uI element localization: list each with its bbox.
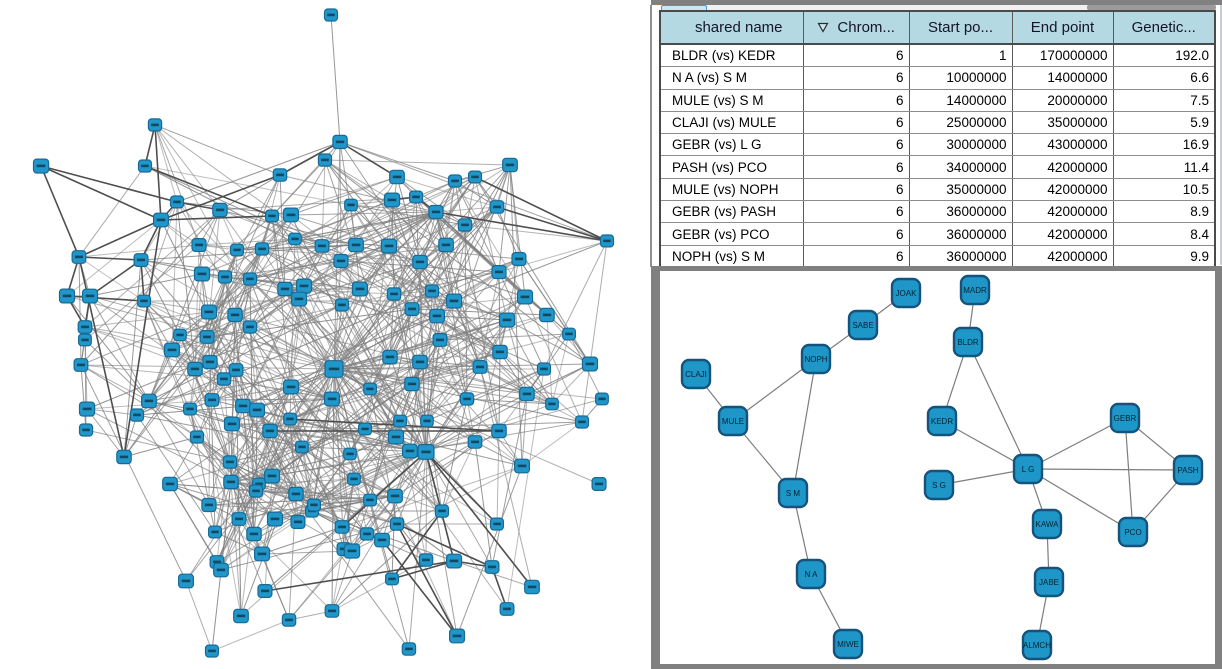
svg-text:NOPH: NOPH	[804, 355, 827, 364]
svg-text:S G: S G	[932, 481, 946, 490]
svg-text:PCO: PCO	[1124, 528, 1141, 537]
svg-text:KAWA: KAWA	[1036, 520, 1060, 529]
svg-text:L G: L G	[1022, 465, 1035, 474]
svg-text:N A: N A	[805, 570, 819, 579]
svg-text:CLAJI: CLAJI	[685, 370, 707, 379]
svg-text:MADR: MADR	[963, 286, 987, 295]
svg-text:SABE: SABE	[852, 321, 873, 330]
svg-text:ALMCH: ALMCH	[1023, 641, 1051, 650]
svg-text:JOAK: JOAK	[896, 289, 918, 298]
svg-text:PASH: PASH	[1177, 466, 1198, 475]
svg-text:KEDR: KEDR	[931, 417, 953, 426]
svg-text:GEBR: GEBR	[1114, 414, 1137, 423]
svg-text:JABE: JABE	[1039, 578, 1059, 587]
svg-text:BLDR: BLDR	[957, 338, 979, 347]
svg-text:MIWE: MIWE	[837, 640, 859, 649]
svg-text:S M: S M	[786, 489, 801, 498]
svg-text:MULE: MULE	[722, 417, 744, 426]
